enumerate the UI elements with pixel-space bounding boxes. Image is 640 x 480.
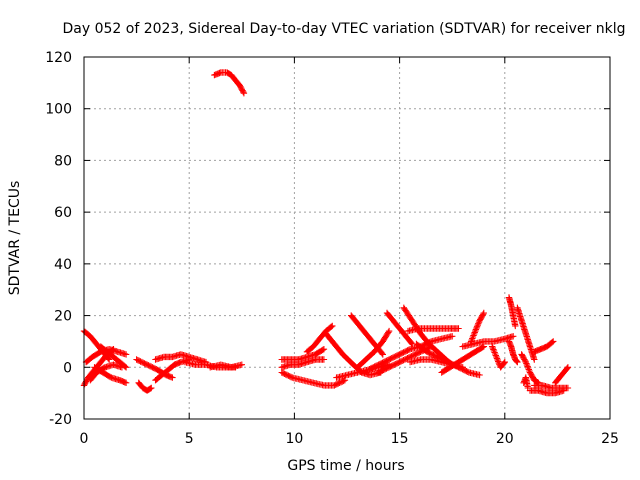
data-point-markers [552,364,572,386]
data-point-markers [278,369,349,389]
data-point-markers [518,351,542,386]
data-point-markers [211,69,248,97]
series-s31 [459,333,517,350]
data-point-markers [80,327,113,363]
plot-frame [83,56,611,420]
y-tick-label: 0 [63,360,72,376]
data-point-markers [413,340,483,379]
data-point-markers [135,379,155,394]
series-s35 [514,304,538,363]
x-tick-label: 25 [601,431,619,447]
series-s10 [152,351,210,366]
series-s5 [91,364,130,386]
data-point-markers [520,374,532,392]
series-s7 [135,379,155,394]
series-s26 [404,325,462,335]
data-point-markers [404,325,462,335]
y-tick-label: 20 [54,309,72,325]
data-point-markers [91,364,130,386]
data-point-markers [514,304,538,363]
data-point-markers [354,327,393,371]
data-point-markers [97,343,130,371]
x-tick-label: 10 [285,431,303,447]
series-s21 [354,327,393,371]
series-s39 [531,338,557,355]
data-marks [80,69,572,397]
series-s33 [505,294,519,330]
data-point-markers [531,382,572,392]
data-point-markers [207,361,245,371]
data-point-markers [526,387,567,397]
series-s16 [278,369,349,389]
data-point-markers [531,338,557,355]
x-tick-label: 5 [185,431,194,447]
series-s20 [348,312,386,358]
x-tick-label: 0 [80,431,89,447]
data-point-markers [278,356,328,371]
series-s29 [438,343,487,376]
x-axis: 0 5 10 15 20 25 [80,57,619,447]
series-s6 [97,343,130,371]
data-point-markers [489,343,508,371]
y-axis: -20 0 20 40 60 80 100 120 [45,50,610,428]
data-point-markers [505,294,519,330]
x-axis-label: GPS time / hours [287,458,404,474]
grid [84,57,610,419]
data-point-markers [505,338,521,366]
series-s1 [80,327,113,363]
series-s40 [552,364,572,386]
data-point-markers [459,333,517,350]
chart-title: Day 052 of 2023, Sidereal Day-to-day VTE… [63,21,626,37]
series-s13 [211,69,248,97]
series-s12 [207,361,245,371]
y-tick-label: -20 [49,412,72,428]
series-s38 [531,382,572,392]
x-tick-label: 20 [496,431,514,447]
y-tick-label: 100 [45,102,72,118]
y-tick-label: 40 [54,257,72,273]
series-s36 [518,351,542,386]
series-s15 [278,356,328,371]
y-tick-label: 120 [45,50,72,66]
series-s30 [467,309,487,345]
x-tick-label: 15 [391,431,409,447]
data-point-markers [278,346,328,363]
data-point-markers [467,309,487,345]
series-s37 [526,387,567,397]
y-axis-label: SDTVAR / TECUs [7,181,23,296]
series-s32 [489,343,508,371]
y-tick-label: 80 [54,153,72,169]
data-point-markers [438,343,487,376]
series-s25 [383,309,416,348]
data-point-markers [152,351,210,366]
series-s28 [413,340,483,379]
series-s41 [520,374,532,392]
data-point-markers [383,309,416,348]
series-s14 [278,346,328,363]
data-point-markers [348,312,386,358]
data-point-markers [364,333,456,374]
y-tick-label: 60 [54,205,72,221]
series-s22 [364,333,456,374]
series-s34 [505,338,521,366]
